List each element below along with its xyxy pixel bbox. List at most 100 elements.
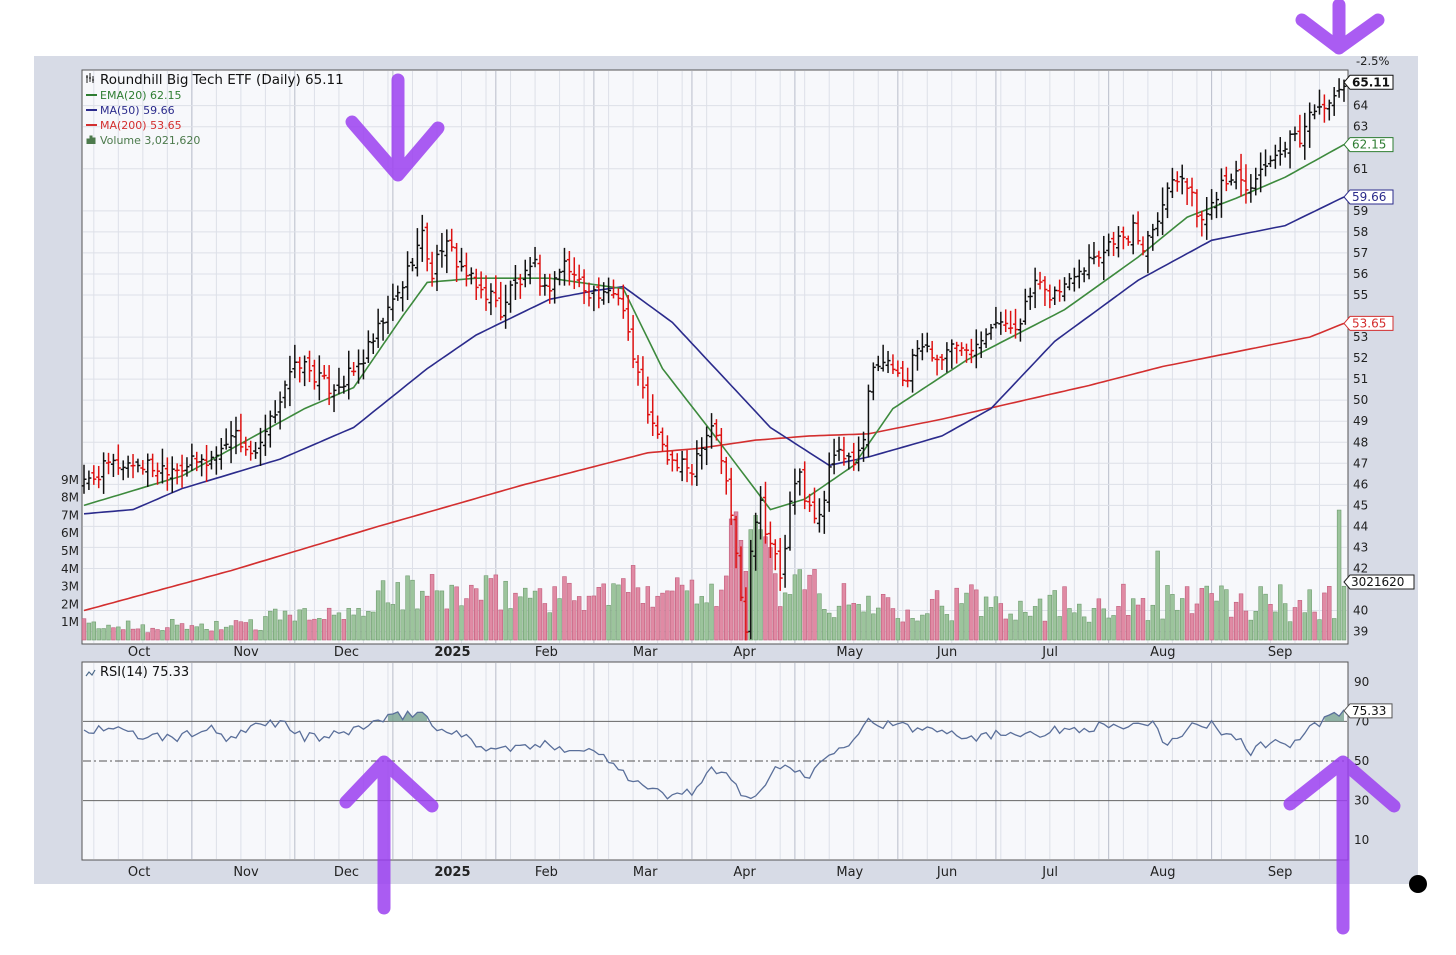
rsi-x-tick-label: 2025 xyxy=(434,865,470,880)
rsi-tick-label: 90 xyxy=(1354,675,1369,689)
ohlc-bar xyxy=(1174,171,1180,192)
volume-bar xyxy=(650,606,655,641)
ohlc-bar xyxy=(1125,235,1131,246)
price-tick-label: 47 xyxy=(1353,456,1368,470)
ohlc-bar xyxy=(914,340,920,371)
volume-bar xyxy=(920,614,925,641)
ohlc-bar xyxy=(787,491,793,551)
ohlc-bar xyxy=(694,440,700,486)
ohlc-bar xyxy=(204,444,210,483)
rsi-lines xyxy=(83,709,1345,800)
x-tick-label: Jul xyxy=(1041,645,1058,660)
volume-bar xyxy=(287,614,293,641)
volume-bar xyxy=(532,590,538,641)
ohlc-bar xyxy=(1165,182,1171,219)
volume-bar xyxy=(1287,621,1293,641)
ohlc-bar xyxy=(699,437,705,470)
volume-bar xyxy=(1101,608,1106,641)
volume-bar xyxy=(145,632,150,641)
volume-bar xyxy=(1233,601,1239,641)
price-tick-label: 39 xyxy=(1353,625,1368,639)
volume-bar xyxy=(625,592,631,641)
rsi-overbought-fill xyxy=(387,711,428,722)
ohlc-bar xyxy=(1081,267,1087,283)
rsi-x-tick-label: Mar xyxy=(633,865,658,880)
ohlc-bar xyxy=(807,493,813,512)
ema20-tag-box xyxy=(1343,137,1394,153)
last-value-tags: 65.11 62.15 59.66 53.65 3021620 75.33 xyxy=(1343,74,1415,719)
ohlc-bar xyxy=(704,426,710,466)
volume-bar xyxy=(895,618,901,641)
volume-bar xyxy=(974,589,979,641)
volume-bar xyxy=(606,604,611,641)
volume-bar xyxy=(684,590,690,641)
volume-bar xyxy=(640,603,646,641)
rsi-x-tick-label: Nov xyxy=(233,865,259,880)
ohlc-bar xyxy=(993,306,999,329)
ohlc-bar xyxy=(1233,160,1239,190)
ohlc-bar xyxy=(596,277,602,309)
ohlc-bar xyxy=(454,242,460,283)
ohlc-bar xyxy=(728,467,734,526)
volume-bar xyxy=(1175,609,1180,641)
ohlc-bar xyxy=(238,413,244,453)
ohlc-bar xyxy=(155,462,161,485)
ohlc-bar xyxy=(248,440,254,461)
ohlc-bar xyxy=(674,453,680,472)
volume-bar xyxy=(268,610,273,641)
ohlc-bar xyxy=(968,338,974,364)
volume-bar xyxy=(929,598,935,641)
volume-bar xyxy=(763,536,768,641)
volume-bar xyxy=(567,582,572,641)
volume-tag-box xyxy=(1343,574,1415,590)
volume-bars-icon xyxy=(86,135,96,144)
volume-bar xyxy=(1091,608,1097,641)
ohlc-bar xyxy=(488,283,494,316)
ohlc-bar xyxy=(302,355,308,387)
volume-bar xyxy=(802,589,807,641)
x-tick-label: Sep xyxy=(1268,645,1293,660)
volume-bar xyxy=(228,625,234,641)
volume-bar xyxy=(165,627,170,641)
volume-bar xyxy=(1248,619,1254,641)
volume-bar xyxy=(400,609,405,641)
ohlc-bar xyxy=(356,349,362,384)
ohlc-bar xyxy=(954,341,960,364)
ohlc-bar xyxy=(664,435,670,465)
price-tick-label: 53 xyxy=(1353,330,1368,344)
volume-bar xyxy=(978,616,984,641)
ohlc-bar xyxy=(527,256,533,285)
price-tick-label: 64 xyxy=(1353,99,1368,113)
ohlc-bar xyxy=(753,512,759,571)
price-tick-label: 42 xyxy=(1353,561,1368,575)
last-price-tag-text: 65.11 xyxy=(1352,75,1390,89)
volume-bar xyxy=(1224,589,1229,641)
volume-bar xyxy=(885,597,891,641)
price-tick-label: 61 xyxy=(1353,162,1368,176)
volume-bar xyxy=(1023,611,1028,641)
ohlc-bar xyxy=(424,222,430,272)
volume-bar xyxy=(209,630,214,641)
rsi-line xyxy=(83,709,1345,800)
ohlc-bar xyxy=(81,464,87,494)
ma200-legend-label: MA(200) 53.65 xyxy=(100,119,182,132)
volume-bar xyxy=(155,629,160,641)
volume-bar xyxy=(248,619,253,641)
ohlc-bar xyxy=(1179,164,1185,195)
ohlc-bar xyxy=(777,537,783,591)
volume-tick-label: 2M xyxy=(61,597,79,611)
ohlc-bar xyxy=(503,284,509,329)
volume-bar xyxy=(1292,607,1298,641)
ohlc-bar xyxy=(478,271,484,299)
volume-bar xyxy=(959,603,964,641)
ohlc-bar xyxy=(1150,223,1156,251)
volume-bar xyxy=(1253,611,1258,641)
ohlc-bar xyxy=(106,452,112,475)
ohlc-bar xyxy=(1316,89,1322,115)
ohlc-bar xyxy=(713,419,719,441)
volume-bar xyxy=(856,604,861,641)
rsi-title: RSI(14) 75.33 xyxy=(100,665,189,680)
volume-bar xyxy=(1106,617,1111,641)
volume-bar xyxy=(1214,600,1219,641)
annotation-arrows xyxy=(339,0,1401,935)
